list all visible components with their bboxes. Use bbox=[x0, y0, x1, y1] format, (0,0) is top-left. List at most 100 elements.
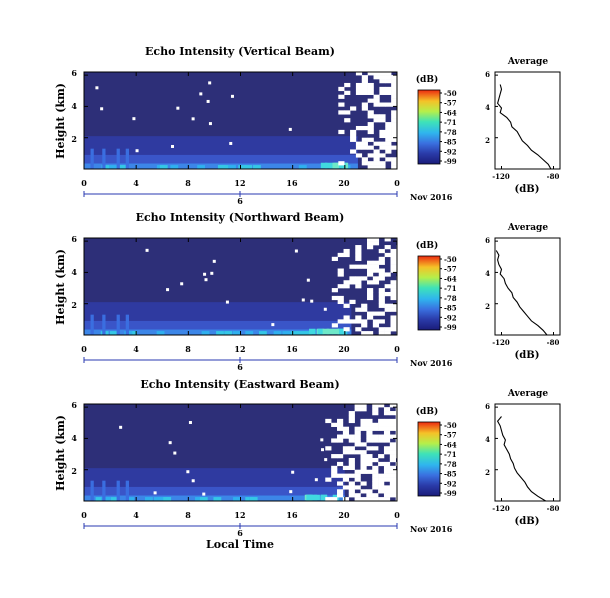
echo-cell bbox=[126, 497, 135, 501]
data-gap bbox=[390, 248, 397, 254]
data-gap bbox=[355, 82, 363, 88]
data-gap bbox=[372, 481, 379, 486]
echo-cell bbox=[197, 165, 206, 169]
colorbar-tick-label: -64 bbox=[444, 274, 457, 283]
data-gap bbox=[397, 141, 404, 146]
data-gap bbox=[378, 260, 385, 265]
data-gap bbox=[391, 118, 398, 123]
profile-y-tick: 2 bbox=[485, 468, 490, 477]
data-gap bbox=[310, 299, 314, 303]
data-gap bbox=[354, 438, 361, 443]
echo-cell bbox=[156, 331, 165, 335]
data-gap bbox=[396, 260, 403, 265]
colorbar-unit: (dB) bbox=[416, 74, 438, 85]
profile-x-label: (dB) bbox=[515, 184, 540, 195]
data-gap bbox=[389, 403, 396, 408]
data-gap bbox=[379, 141, 386, 146]
profile-x-tick: -120 bbox=[492, 338, 510, 347]
echo-cell bbox=[290, 331, 299, 335]
data-gap bbox=[396, 311, 403, 316]
data-gap bbox=[391, 137, 398, 142]
data-gap bbox=[383, 426, 391, 431]
colorbar-tick-label: -78 bbox=[444, 294, 457, 303]
data-gap bbox=[372, 319, 380, 324]
average-profile: Average 2 4 6 -120 -80 (dB) bbox=[485, 57, 561, 195]
x-tick-label: 4 bbox=[133, 178, 139, 188]
y-tick-label: 2 bbox=[71, 134, 77, 144]
profile-y-tick: 6 bbox=[485, 236, 490, 245]
x-tick-label: 12 bbox=[234, 344, 245, 354]
data-gap bbox=[389, 481, 396, 486]
colorbar-tick-label: -99 bbox=[444, 489, 457, 498]
data-gap bbox=[180, 282, 184, 286]
data-gap bbox=[348, 489, 355, 494]
echo-cell bbox=[195, 497, 203, 501]
data-gap bbox=[385, 129, 392, 135]
data-gap bbox=[95, 86, 99, 90]
data-gap bbox=[389, 434, 396, 439]
data-gap bbox=[354, 403, 361, 408]
data-gap bbox=[204, 278, 208, 282]
x-tick-labels: 0 4 8 12 16 20 0 bbox=[81, 510, 400, 520]
echo-cell bbox=[217, 165, 226, 169]
data-gap bbox=[378, 418, 385, 424]
data-gap bbox=[344, 90, 351, 95]
profile-y-tick: 4 bbox=[485, 435, 490, 444]
data-gap bbox=[372, 403, 379, 408]
data-gap bbox=[397, 157, 404, 162]
x-tick-label: 0 bbox=[394, 344, 400, 354]
average-profile: Average 2 4 6 -120 -80 (dB) bbox=[485, 223, 561, 361]
data-gap bbox=[210, 271, 214, 275]
data-gap bbox=[395, 407, 402, 412]
x-tick-label: 0 bbox=[394, 178, 400, 188]
data-gap bbox=[383, 407, 391, 412]
data-gap bbox=[344, 110, 351, 115]
x-tick-label: 0 bbox=[81, 344, 87, 354]
x-tick-label: 16 bbox=[286, 510, 298, 520]
data-gap bbox=[397, 133, 404, 139]
data-gap bbox=[378, 268, 385, 273]
data-gap bbox=[395, 473, 402, 478]
date-label: Nov 2016 bbox=[410, 192, 453, 202]
data-gap bbox=[367, 331, 374, 336]
data-gap bbox=[385, 122, 392, 127]
data-gap bbox=[373, 165, 380, 170]
y-tick-label: 6 bbox=[71, 234, 77, 244]
data-gap bbox=[395, 469, 402, 474]
data-gap bbox=[348, 493, 355, 498]
data-gap bbox=[354, 434, 361, 439]
data-gap bbox=[367, 264, 374, 269]
data-gap bbox=[397, 149, 404, 154]
data-gap bbox=[397, 118, 404, 123]
data-gap bbox=[390, 303, 397, 308]
data-gap bbox=[397, 94, 404, 99]
data-gap bbox=[384, 303, 391, 308]
data-gap bbox=[367, 114, 374, 119]
data-gap bbox=[373, 149, 380, 154]
data-gap bbox=[397, 98, 404, 103]
data-gap bbox=[372, 264, 380, 269]
data-gap bbox=[378, 481, 385, 486]
data-gap bbox=[385, 79, 392, 84]
echo-cell bbox=[253, 165, 261, 169]
data-gap bbox=[379, 161, 386, 166]
data-gap bbox=[378, 319, 385, 324]
colorbar-tick-label: -50 bbox=[444, 255, 457, 264]
colorbar-tick-label: -50 bbox=[444, 421, 457, 430]
data-gap bbox=[391, 110, 398, 115]
echo-cell bbox=[282, 331, 291, 335]
data-gap bbox=[378, 489, 385, 494]
data-gap bbox=[225, 300, 229, 304]
data-gap bbox=[331, 473, 338, 478]
data-gap bbox=[379, 133, 386, 139]
data-gap bbox=[396, 276, 403, 281]
data-gap bbox=[372, 465, 379, 471]
data-gap bbox=[348, 434, 355, 439]
colorbar-tick-label: -99 bbox=[444, 157, 457, 166]
data-gap bbox=[361, 75, 368, 80]
data-gap bbox=[343, 303, 350, 308]
data-gap bbox=[396, 268, 403, 273]
x-tick-label: 8 bbox=[185, 344, 191, 354]
data-gap bbox=[396, 288, 403, 293]
data-gap bbox=[389, 477, 396, 482]
